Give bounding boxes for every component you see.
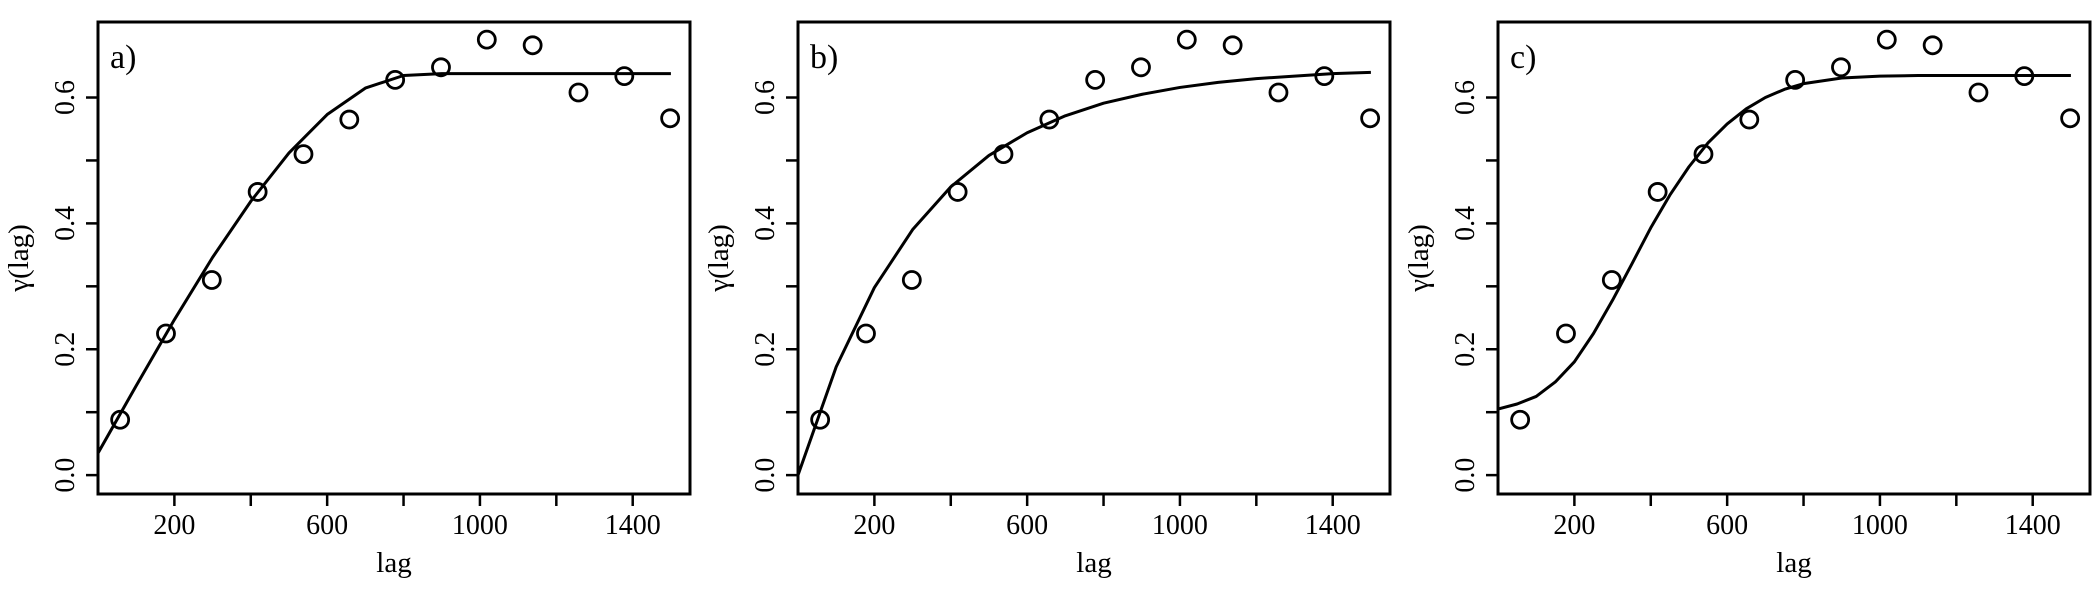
- x-tick-label: 1400: [2005, 510, 2061, 541]
- x-tick-label: 600: [1706, 510, 1748, 541]
- empirical-point: [810, 409, 831, 430]
- panel-label: a): [110, 39, 136, 76]
- empirical-point: [947, 182, 968, 202]
- empirical-point: [110, 409, 131, 430]
- y-axis-label: γ(lag): [1403, 224, 1435, 293]
- y-tick-label: 0.4: [1450, 206, 1481, 241]
- empirical-point: [993, 144, 1014, 165]
- y-tick-label: 0.0: [50, 458, 81, 493]
- empirical-point: [1131, 57, 1151, 78]
- empirical-point: [1222, 35, 1243, 56]
- y-tick-label: 0.0: [750, 458, 781, 493]
- empirical-point: [1601, 270, 1622, 290]
- empirical-point: [660, 108, 681, 129]
- empirical-point: [1968, 82, 1989, 103]
- x-tick-label: 1000: [1152, 510, 1208, 541]
- x-axis-label: lag: [1076, 547, 1111, 579]
- y-tick-label: 0.4: [750, 206, 781, 241]
- empirical-point: [2014, 66, 2035, 87]
- empirical-point: [1314, 66, 1335, 87]
- x-tick-label: 1000: [452, 510, 508, 541]
- variogram-panel: 200 600 1000 1400 0.0 0.2 0.4 0.6 lag γ(lag) a): [3, 20, 692, 579]
- empirical-point: [856, 323, 876, 344]
- x-tick-label: 600: [1006, 510, 1048, 541]
- fitted-variogram-line: [98, 72, 671, 454]
- empirical-point: [1922, 35, 1943, 56]
- y-tick-label: 0.2: [750, 332, 781, 367]
- empirical-point: [1039, 109, 1060, 130]
- y-tick-label: 0.6: [50, 80, 81, 115]
- x-tick-label: 1400: [605, 510, 661, 541]
- empirical-point: [247, 182, 268, 202]
- y-tick-label: 0.6: [1450, 80, 1481, 115]
- x-tick-label: 1000: [1852, 510, 1908, 541]
- empirical-point: [1739, 109, 1760, 130]
- empirical-point: [1268, 82, 1289, 103]
- empirical-point: [1556, 323, 1576, 344]
- empirical-point: [1085, 70, 1106, 90]
- empirical-point: [1360, 108, 1381, 129]
- empirical-point: [568, 82, 589, 103]
- variogram-panel: 200 600 1000 1400 0.0 0.2 0.4 0.6 lag γ(lag) b): [703, 20, 1392, 579]
- x-tick-label: 200: [1553, 510, 1595, 541]
- panel-label: c): [1510, 39, 1536, 76]
- y-tick-label: 0.4: [50, 206, 81, 241]
- empirical-point: [522, 35, 543, 56]
- empirical-point: [431, 57, 451, 78]
- empirical-point: [1876, 29, 1897, 50]
- empirical-point: [1510, 409, 1531, 430]
- empirical-point: [1176, 29, 1197, 50]
- x-tick-label: 200: [853, 510, 895, 541]
- x-tick-label: 600: [306, 510, 348, 541]
- empirical-point: [201, 270, 222, 290]
- y-axis-label: γ(lag): [703, 224, 735, 293]
- y-tick-label: 0.6: [750, 80, 781, 115]
- panel-label: b): [810, 39, 838, 76]
- fitted-variogram-line: [798, 70, 1371, 476]
- variogram-panel: 200 600 1000 1400 0.0 0.2 0.4 0.6 lag γ(lag) c): [1403, 20, 2092, 579]
- plot-frame: [796, 20, 1392, 496]
- empirical-point: [2060, 108, 2081, 129]
- y-axis-label: γ(lag): [3, 224, 35, 293]
- plot-frame: [96, 20, 692, 496]
- x-axis-label: lag: [1776, 547, 1811, 579]
- empirical-point: [1785, 70, 1806, 90]
- empirical-point: [339, 109, 360, 130]
- empirical-point: [1831, 57, 1851, 78]
- y-tick-label: 0.0: [1450, 458, 1481, 493]
- x-axis-label: lag: [376, 547, 411, 579]
- y-tick-label: 0.2: [1450, 332, 1481, 367]
- empirical-point: [385, 70, 406, 90]
- empirical-point: [1647, 182, 1668, 202]
- empirical-point: [614, 66, 635, 87]
- empirical-point: [901, 270, 922, 290]
- x-tick-label: 1400: [1305, 510, 1361, 541]
- x-tick-label: 200: [153, 510, 195, 541]
- empirical-point: [1693, 144, 1714, 165]
- plot-frame: [1496, 20, 2092, 496]
- empirical-point: [293, 144, 314, 165]
- empirical-point: [476, 29, 497, 50]
- y-tick-label: 0.2: [50, 332, 81, 367]
- fitted-variogram-line: [1498, 73, 2071, 411]
- empirical-point: [156, 323, 176, 344]
